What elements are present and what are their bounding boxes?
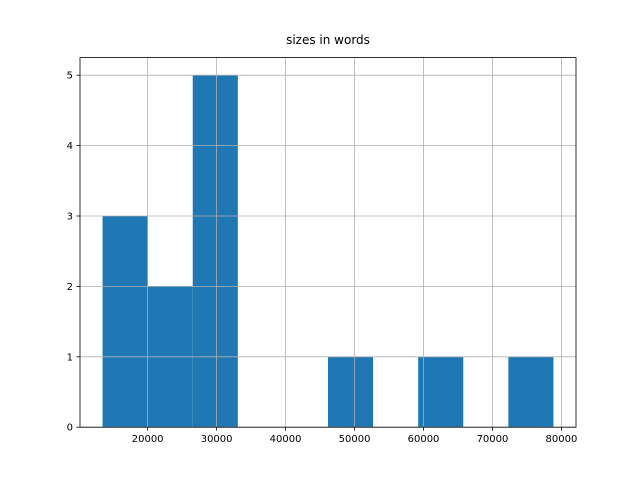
y-tick-label: 4: [67, 141, 73, 152]
bar: [102, 216, 148, 428]
plot-frame: [79, 57, 577, 428]
x-tick-label: 20000: [132, 434, 164, 445]
bar: [418, 356, 464, 428]
x-tick-label: 80000: [546, 434, 578, 445]
y-tick-label: 1: [67, 352, 73, 363]
y-tick-label: 0: [67, 423, 73, 434]
bar: [327, 356, 374, 428]
x-tick-label: 30000: [201, 434, 233, 445]
y-tick-label: 5: [67, 71, 73, 82]
bar: [508, 356, 554, 428]
x-tick-label: 50000: [339, 434, 371, 445]
x-tick-label: 40000: [270, 434, 302, 445]
bar: [192, 75, 238, 428]
y-tick-label: 3: [67, 212, 73, 223]
y-tick-label: 2: [67, 282, 73, 293]
chart-title: sizes in words: [286, 33, 370, 47]
x-tick-label: 60000: [408, 434, 440, 445]
x-tick-label: 70000: [477, 434, 509, 445]
